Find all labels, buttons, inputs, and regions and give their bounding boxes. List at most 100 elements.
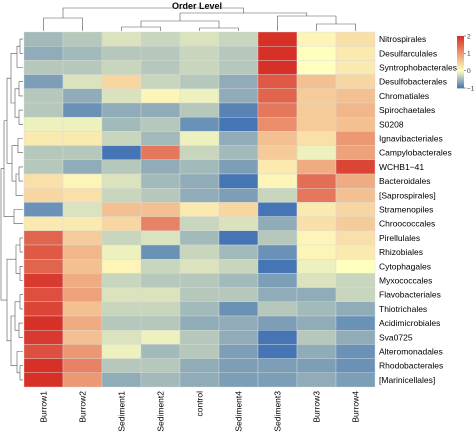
heatmap-cell bbox=[140, 46, 181, 61]
heatmap-cell bbox=[62, 102, 103, 118]
row-label: S0208 bbox=[379, 119, 404, 129]
dendrogram-link bbox=[199, 27, 239, 31]
heatmap-cell bbox=[23, 31, 64, 47]
legend-gradient-band bbox=[457, 56, 464, 59]
column-label: Burrow4 bbox=[351, 391, 361, 423]
legend-gradient-band bbox=[457, 81, 464, 84]
heatmap-cell bbox=[23, 244, 64, 260]
heatmap-cell bbox=[296, 301, 337, 317]
heatmap-cell bbox=[257, 287, 298, 303]
heatmap-cell bbox=[257, 46, 298, 61]
heatmap-cell bbox=[101, 372, 142, 388]
legend-gradient-band bbox=[457, 85, 464, 88]
heatmap-cell bbox=[62, 202, 103, 217]
heatmap-cell bbox=[179, 372, 220, 388]
heatmap-cell bbox=[257, 244, 298, 260]
heatmap-cell bbox=[257, 273, 298, 288]
heatmap-cell bbox=[218, 273, 259, 288]
heatmap-cell bbox=[62, 187, 103, 203]
heatmap-cell bbox=[296, 315, 337, 331]
heatmap-cell bbox=[62, 301, 103, 317]
heatmap-cell bbox=[296, 187, 337, 203]
legend-gradient-band bbox=[457, 80, 464, 82]
heatmap-cell bbox=[101, 131, 142, 146]
heatmap-cell bbox=[257, 259, 298, 274]
legend-gradient-band bbox=[457, 69, 464, 72]
heatmap-cell bbox=[140, 315, 181, 331]
heatmap-cell bbox=[335, 273, 376, 288]
heatmap-cell bbox=[23, 216, 64, 232]
heatmap-cell bbox=[257, 102, 298, 118]
heatmap-cell bbox=[101, 102, 142, 118]
column-dendrogram bbox=[43, 7, 356, 31]
heatmap-cell bbox=[140, 372, 181, 388]
dendrogram-link bbox=[14, 88, 19, 118]
heatmap-cell bbox=[257, 315, 298, 331]
heatmap-cell bbox=[335, 31, 376, 47]
row-label: Sva0725 bbox=[379, 332, 413, 342]
heatmap-cell bbox=[335, 145, 376, 161]
heatmap-cell bbox=[257, 88, 298, 104]
row-label: Ignavibacteriales bbox=[379, 134, 443, 144]
column-label: Sediment4 bbox=[234, 391, 244, 432]
heatmap-cell bbox=[140, 187, 181, 203]
legend-gradient-band bbox=[457, 38, 464, 41]
row-label: [Saprospirales] bbox=[379, 190, 436, 200]
legend-gradient-band bbox=[457, 49, 464, 51]
heatmap-cell bbox=[335, 60, 376, 75]
heatmap-cell bbox=[179, 102, 220, 118]
heatmap-cell bbox=[179, 173, 220, 189]
dendrogram-link bbox=[10, 315, 17, 366]
heatmap-cell bbox=[23, 273, 64, 288]
heatmap-cell bbox=[140, 60, 181, 75]
heatmap-cell bbox=[101, 358, 142, 374]
heatmap-cell bbox=[257, 74, 298, 89]
heatmap-cell bbox=[296, 173, 337, 189]
heatmap-cell bbox=[335, 88, 376, 104]
legend-gradient-band bbox=[457, 58, 464, 60]
heatmap-cell bbox=[218, 287, 259, 303]
heatmap-cell bbox=[296, 202, 337, 217]
heatmap-cell bbox=[62, 259, 103, 274]
legend-gradient-band bbox=[457, 46, 464, 49]
heatmap-cell bbox=[140, 358, 181, 374]
heatmap-cell bbox=[257, 31, 298, 47]
row-label: WCHB1−41 bbox=[379, 162, 424, 172]
heatmap-cell bbox=[335, 259, 376, 274]
heatmap-cell bbox=[62, 131, 103, 146]
heatmap-cell bbox=[62, 31, 103, 47]
heatmap-cell bbox=[23, 159, 64, 175]
dendrogram-link bbox=[16, 351, 23, 374]
heatmap-cell bbox=[23, 88, 64, 104]
heatmap-cell bbox=[23, 202, 64, 217]
heatmap-cell bbox=[62, 358, 103, 374]
heatmap-cell bbox=[335, 301, 376, 317]
heatmap-cell bbox=[257, 131, 298, 146]
heatmap-cell bbox=[23, 358, 64, 374]
heatmap-cell bbox=[218, 216, 259, 232]
legend-gradient-band bbox=[457, 82, 464, 85]
legend-gradient-band bbox=[457, 76, 464, 78]
row-label: Rhizobiales bbox=[379, 247, 423, 257]
heatmap-cell bbox=[257, 145, 298, 161]
heatmap-cell bbox=[140, 287, 181, 303]
dendrogram-link bbox=[62, 7, 244, 18]
heatmap-cell bbox=[335, 358, 376, 374]
row-label: Flavobacteriales bbox=[379, 290, 441, 300]
heatmap-cell bbox=[218, 60, 259, 75]
heatmap-cell bbox=[257, 159, 298, 175]
heatmap-cell bbox=[62, 230, 103, 246]
heatmap-cell bbox=[101, 216, 142, 232]
heatmap-cell bbox=[218, 202, 259, 217]
heatmap-cell bbox=[218, 230, 259, 246]
heatmap-cell bbox=[62, 159, 103, 175]
heatmap-cell bbox=[23, 116, 64, 132]
legend-gradient-band bbox=[457, 65, 464, 68]
heatmap-cell bbox=[296, 259, 337, 274]
heatmap-cell bbox=[218, 131, 259, 146]
heatmap-cell bbox=[296, 216, 337, 232]
heatmap-cell bbox=[140, 131, 181, 146]
legend-gradient-band bbox=[457, 73, 464, 76]
heatmap-cell bbox=[179, 88, 220, 104]
heatmap-cell bbox=[140, 301, 181, 317]
